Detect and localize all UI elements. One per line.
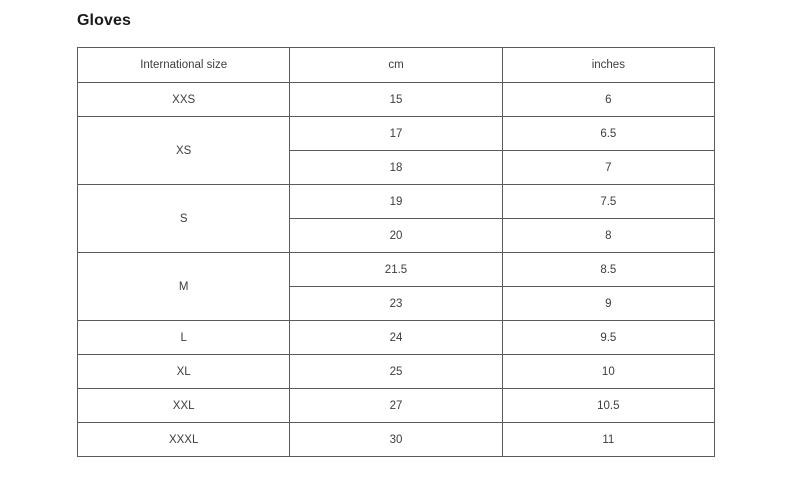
table-row: S 19 7.5 — [76, 184, 716, 253]
cm-cell: 27 — [289, 388, 503, 423]
cm-cell: 18 — [289, 150, 503, 185]
cm-cell: 23 — [289, 286, 503, 321]
table-row: M 21.5 8.5 — [76, 252, 716, 321]
size-cell: XL — [76, 354, 291, 389]
cm-cell: 19 — [289, 184, 503, 219]
size-cell: M — [76, 252, 291, 321]
table-row: 23 9 — [78, 286, 716, 321]
size-cell: XXXL — [76, 422, 291, 457]
size-cell: XXL — [76, 388, 291, 423]
table-header-row: International size cm inches — [76, 47, 716, 83]
inches-cell: 6.5 — [501, 116, 716, 151]
inches-cell: 6 — [501, 82, 716, 117]
size-cell: XXS — [76, 82, 291, 117]
inches-cell: 10 — [501, 354, 716, 389]
inches-cell: 11 — [501, 422, 716, 457]
table-row: L 24 9.5 — [76, 320, 716, 355]
cm-cell: 17 — [289, 116, 503, 151]
inches-cell: 8.5 — [501, 252, 716, 287]
cm-cell: 21.5 — [289, 252, 503, 287]
size-cell: S — [76, 184, 291, 253]
cm-cell: 25 — [289, 354, 503, 389]
inches-cell: 10.5 — [501, 388, 716, 423]
inches-cell: 7 — [501, 150, 716, 185]
size-cell: XS — [76, 116, 291, 185]
page-title: Gloves — [77, 12, 131, 29]
inches-cell: 9.5 — [501, 320, 716, 355]
table-row: XXL 27 10.5 — [76, 388, 716, 423]
cm-cell: 20 — [289, 218, 503, 253]
inches-cell: 7.5 — [501, 184, 716, 219]
table-row: XL 25 10 — [76, 354, 716, 389]
inches-cell: 9 — [501, 286, 716, 321]
cm-cell: 24 — [289, 320, 503, 355]
table-row: XXXL 30 11 — [76, 422, 716, 457]
cm-cell: 15 — [289, 82, 503, 117]
inches-cell: 8 — [501, 218, 716, 253]
cm-cell: 30 — [289, 422, 503, 457]
header-inches: inches — [501, 47, 716, 83]
header-international-size: International size — [76, 47, 291, 83]
table-row: 20 8 — [78, 218, 716, 253]
glove-size-table: International size cm inches XXS 15 6 XS… — [76, 47, 716, 457]
header-cm: cm — [289, 47, 503, 83]
table-row: 18 7 — [78, 150, 716, 185]
table-row: XS 17 6.5 — [76, 116, 716, 185]
size-cell: L — [76, 320, 291, 355]
table-row: XXS 15 6 — [76, 82, 716, 117]
